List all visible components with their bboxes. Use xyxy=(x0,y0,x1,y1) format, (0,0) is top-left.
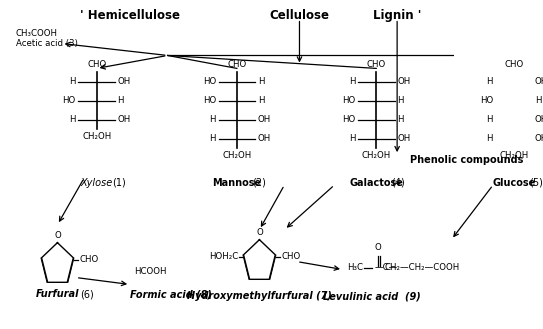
Text: OH: OH xyxy=(535,134,543,143)
Text: Xylose: Xylose xyxy=(80,178,113,188)
Text: O: O xyxy=(54,231,61,240)
Text: H: H xyxy=(70,115,76,124)
Text: (2): (2) xyxy=(252,178,266,188)
Text: OH: OH xyxy=(117,77,131,86)
Text: HO: HO xyxy=(203,77,216,86)
Text: CHO: CHO xyxy=(504,61,523,69)
Text: (5): (5) xyxy=(529,178,543,188)
Text: H₃C: H₃C xyxy=(347,263,363,272)
Text: CHO: CHO xyxy=(87,61,106,69)
Text: CH₂OH: CH₂OH xyxy=(362,151,391,160)
Text: Levulinic acid  (9): Levulinic acid (9) xyxy=(323,291,421,301)
Text: HO: HO xyxy=(342,115,356,124)
Text: HCOOH: HCOOH xyxy=(134,267,167,276)
Text: CHO: CHO xyxy=(367,61,386,69)
Text: OH: OH xyxy=(535,77,543,86)
Text: CH₂OH: CH₂OH xyxy=(222,151,251,160)
Text: H: H xyxy=(117,96,124,105)
Text: H: H xyxy=(349,134,356,143)
Text: OH: OH xyxy=(535,115,543,124)
Text: (4): (4) xyxy=(392,178,405,188)
Text: (1): (1) xyxy=(112,178,125,188)
Text: OH: OH xyxy=(397,77,411,86)
Text: OH: OH xyxy=(397,134,411,143)
Text: ' Hemicellulose: ' Hemicellulose xyxy=(80,9,180,22)
Text: CH₃COOH: CH₃COOH xyxy=(16,29,58,38)
Text: OH: OH xyxy=(258,115,271,124)
Text: H: H xyxy=(210,134,216,143)
Text: H: H xyxy=(397,115,403,124)
Text: HO: HO xyxy=(342,96,356,105)
Text: (6): (6) xyxy=(80,290,94,299)
Text: Mannose: Mannose xyxy=(212,178,261,188)
Text: OH: OH xyxy=(117,115,131,124)
Text: Acetic acid (3): Acetic acid (3) xyxy=(16,38,78,47)
Text: H: H xyxy=(487,134,493,143)
Text: HO: HO xyxy=(62,96,76,105)
Text: Lignin ': Lignin ' xyxy=(373,9,421,22)
Text: H: H xyxy=(258,77,264,86)
Text: H: H xyxy=(487,77,493,86)
Text: Formic acid (8): Formic acid (8) xyxy=(130,290,212,299)
Text: CH₂OH: CH₂OH xyxy=(82,132,111,141)
Text: CHO: CHO xyxy=(80,255,99,264)
Text: Glucose: Glucose xyxy=(493,178,535,188)
Text: H: H xyxy=(70,77,76,86)
Text: HO: HO xyxy=(203,96,216,105)
Text: HO: HO xyxy=(480,96,493,105)
Text: OH: OH xyxy=(258,134,271,143)
Text: CH₂—CH₂—COOH: CH₂—CH₂—COOH xyxy=(384,263,460,272)
Text: H: H xyxy=(258,96,264,105)
Text: CHO: CHO xyxy=(282,252,301,261)
Text: H: H xyxy=(487,115,493,124)
Text: CH₂OH: CH₂OH xyxy=(500,151,528,160)
Text: CHO: CHO xyxy=(228,61,247,69)
Text: Hydroxymethylfurfural (7): Hydroxymethylfurfural (7) xyxy=(187,291,332,301)
Text: Phenolic compounds: Phenolic compounds xyxy=(409,155,523,165)
Text: Cellulose: Cellulose xyxy=(269,9,330,22)
Text: HOH₂C: HOH₂C xyxy=(209,252,238,261)
Text: O: O xyxy=(375,242,381,252)
Text: H: H xyxy=(397,96,403,105)
Text: O: O xyxy=(256,228,263,237)
Text: —C—: —C— xyxy=(375,263,398,272)
Text: H: H xyxy=(535,96,541,105)
Text: H: H xyxy=(349,77,356,86)
Text: H: H xyxy=(210,115,216,124)
Text: Galactose: Galactose xyxy=(349,178,403,188)
Text: Furfural: Furfural xyxy=(36,290,79,299)
